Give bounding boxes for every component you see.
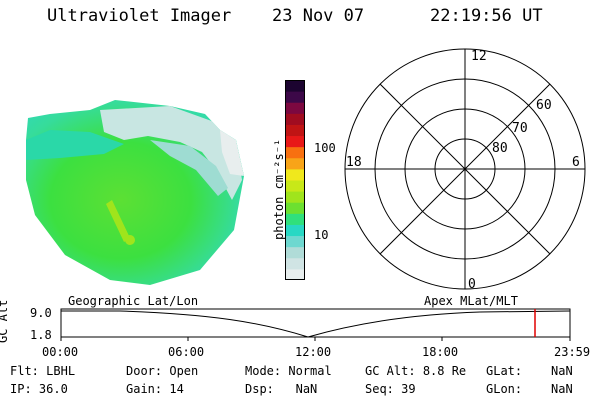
mlt-label-0: 0 bbox=[468, 277, 476, 292]
info-glon: GLon: NaN bbox=[486, 382, 573, 396]
color-bar-swatch bbox=[285, 102, 305, 114]
geographic-label: Geographic Lat/Lon bbox=[68, 294, 199, 308]
mlat-label-60: 60 bbox=[536, 98, 552, 113]
mlt-label-18: 18 bbox=[346, 155, 362, 170]
info-gain: Gain: 14 bbox=[126, 382, 184, 396]
timeline-tick-2: 12:00 bbox=[295, 345, 332, 359]
info-mode: Mode: Normal bbox=[245, 364, 332, 378]
color-bar-swatch bbox=[285, 113, 305, 125]
info-gc-alt: GC Alt: 8.8 Re bbox=[365, 364, 467, 378]
color-bar-swatch bbox=[285, 224, 305, 237]
timeline-y-bottom: 1.8 bbox=[30, 328, 52, 342]
color-bar-swatch bbox=[285, 180, 305, 192]
info-seq: Seq: 39 bbox=[365, 382, 416, 396]
timeline-tick-1: 06:00 bbox=[168, 345, 205, 359]
color-bar-swatch bbox=[285, 80, 305, 92]
timeline-plot bbox=[60, 308, 571, 341]
colorbar-tick-10: 10 bbox=[314, 228, 329, 242]
color-bar-swatch bbox=[285, 124, 305, 137]
color-bar-swatch bbox=[285, 246, 305, 259]
mlt-label-6: 6 bbox=[572, 155, 580, 170]
mlat-label-70: 70 bbox=[512, 121, 528, 136]
timeline-y-top: 9.0 bbox=[30, 306, 52, 320]
info-ip: IP: 36.0 bbox=[10, 382, 68, 396]
timeline-tick-0: 00:00 bbox=[42, 345, 79, 359]
colorbar-unit-label: photon cm⁻²s⁻¹ bbox=[272, 138, 286, 240]
color-bar-swatch bbox=[285, 146, 305, 159]
color-bar bbox=[285, 80, 305, 281]
color-bar-swatches bbox=[285, 80, 305, 281]
auroral-image bbox=[26, 100, 244, 285]
color-bar-swatch bbox=[285, 135, 305, 148]
color-bar-swatch bbox=[285, 268, 305, 281]
colorbar-tick-100: 100 bbox=[314, 141, 336, 155]
color-bar-swatch bbox=[285, 157, 305, 170]
color-bar-border bbox=[285, 80, 305, 280]
time-label: 22:19:56 UT bbox=[430, 6, 543, 26]
timeline-axis-title: GC Alt bbox=[0, 299, 10, 343]
color-bar-swatch bbox=[285, 257, 305, 270]
info-dsp: Dsp: NaN bbox=[245, 382, 318, 396]
apex-label: Apex MLat/MLT bbox=[424, 294, 518, 308]
color-bar-swatch bbox=[285, 168, 305, 181]
altitude-curve bbox=[61, 310, 571, 338]
polar-grid: 12 18 6 0 60 70 80 bbox=[344, 48, 586, 292]
color-bar-swatch bbox=[285, 235, 305, 248]
mlt-label-12: 12 bbox=[471, 49, 487, 64]
instrument-title: Ultraviolet Imager bbox=[47, 6, 232, 26]
info-glat: GLat: NaN bbox=[486, 364, 573, 378]
mlat-label-80: 80 bbox=[492, 141, 508, 156]
date-label: 23 Nov 07 bbox=[272, 6, 365, 26]
color-bar-swatch bbox=[285, 213, 305, 225]
color-bar-swatch bbox=[285, 202, 305, 214]
timeline-tick-4: 23:59 bbox=[554, 345, 591, 359]
polar-diagonal-b bbox=[379, 83, 551, 255]
info-door: Door: Open bbox=[126, 364, 199, 378]
info-flt: Flt: LBHL bbox=[10, 364, 76, 378]
color-bar-swatch bbox=[285, 191, 305, 203]
image-pixels bbox=[26, 100, 244, 285]
timeline-tick-3: 18:00 bbox=[422, 345, 459, 359]
color-bar-swatch bbox=[285, 91, 305, 103]
